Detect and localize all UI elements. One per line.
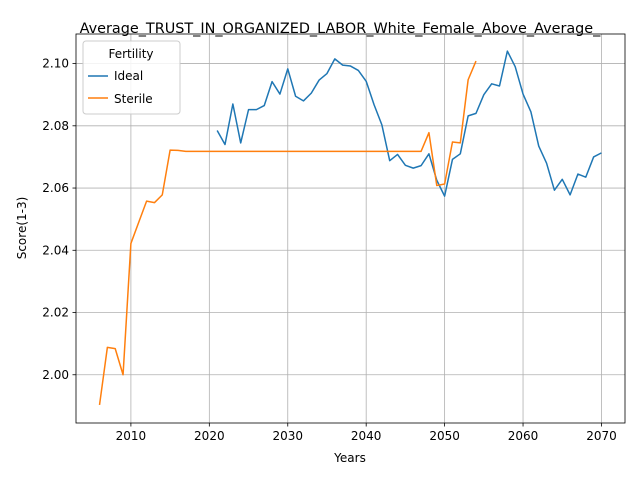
series-line-ideal <box>216 50 602 197</box>
x-tick-label: 2050 <box>429 429 460 443</box>
series-line-sterile <box>98 60 477 406</box>
y-tick-label: 2.02 <box>42 306 69 320</box>
x-tick-label: 2020 <box>194 429 225 443</box>
plot-area <box>75 33 626 424</box>
y-tick-label: 2.04 <box>42 243 69 257</box>
series-layer <box>98 50 602 406</box>
x-tick-label: 2070 <box>586 429 617 443</box>
legend-label-ideal: Ideal <box>114 69 143 83</box>
chart-title: Average_TRUST_IN_ORGANIZED_LABOR_White_F… <box>80 21 602 37</box>
y-tick-label: 2.10 <box>42 57 69 71</box>
x-axis-label: Years <box>333 451 366 465</box>
legend-box <box>82 40 181 115</box>
y-axis-label: Score(1-3) <box>15 197 29 260</box>
x-tick-label: 2060 <box>508 429 539 443</box>
x-tick-label: 2010 <box>116 429 147 443</box>
y-tick-label: 2.00 <box>42 368 69 382</box>
y-tick-label: 2.08 <box>42 119 69 133</box>
legend-label-sterile: Sterile <box>114 92 153 106</box>
legend-title: Fertility <box>108 47 153 61</box>
y-axis: 2.00 2.02 2.04 2.06 2.08 2.10 <box>42 57 76 382</box>
x-tick-label: 2030 <box>272 429 303 443</box>
x-axis: 2010 2020 2030 2040 2050 2060 2070 <box>116 423 617 443</box>
y-tick-label: 2.06 <box>42 181 69 195</box>
legend: Fertility Ideal Sterile <box>82 40 181 115</box>
x-tick-label: 2040 <box>351 429 382 443</box>
